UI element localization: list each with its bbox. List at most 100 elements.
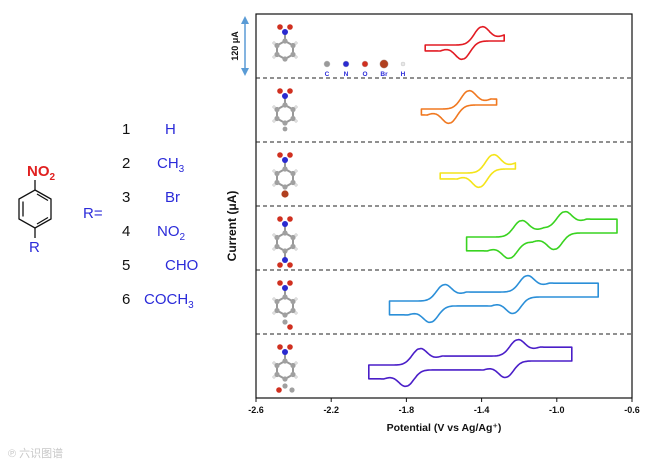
x-tick-label: -2.6 bbox=[248, 405, 264, 415]
x-tick-label: -1.8 bbox=[399, 405, 415, 415]
atom-c bbox=[282, 358, 288, 364]
atom-n bbox=[282, 157, 288, 163]
atom-c bbox=[282, 319, 288, 325]
y-axis-label: Current (μA) bbox=[225, 191, 239, 262]
atom-h bbox=[272, 41, 276, 45]
atom-c bbox=[290, 243, 296, 250]
substituent-number: 4 bbox=[122, 223, 131, 240]
atom-h bbox=[272, 169, 276, 173]
cv-curve-series-3 bbox=[439, 153, 517, 189]
atom-h bbox=[294, 311, 298, 315]
scale-bar-arrow-up-icon bbox=[241, 16, 249, 24]
atom-c bbox=[290, 371, 296, 378]
molecule-model-icon bbox=[272, 24, 298, 62]
atom-o bbox=[287, 280, 293, 286]
atom-n bbox=[282, 285, 288, 291]
atom-c bbox=[282, 56, 288, 62]
atom-h bbox=[272, 375, 276, 379]
substituent-number: 6 bbox=[122, 291, 131, 308]
atom-o bbox=[287, 24, 293, 30]
atom-h bbox=[294, 375, 298, 379]
atom-h bbox=[272, 361, 276, 365]
molecule-model-icon bbox=[272, 216, 298, 268]
watermark: ℗ 六识图谱 bbox=[8, 448, 64, 460]
cv-curve-series-6 bbox=[368, 338, 573, 388]
cv-curve-series-2 bbox=[420, 89, 498, 125]
atom-o bbox=[277, 262, 283, 268]
atom-c bbox=[290, 234, 296, 241]
r-equals-label: R= bbox=[83, 205, 103, 222]
atom-c bbox=[282, 294, 288, 300]
substituent-group: NO2 bbox=[157, 223, 186, 243]
atom-c bbox=[282, 312, 288, 318]
atom-c bbox=[274, 106, 280, 113]
substituent-group: Br bbox=[165, 189, 180, 206]
legend-atom-label: H bbox=[401, 71, 406, 78]
substituent-group: COCH3 bbox=[144, 291, 194, 311]
atom-h bbox=[294, 119, 298, 123]
atom-o bbox=[287, 152, 293, 158]
atom-h bbox=[294, 297, 298, 301]
atom-h bbox=[294, 169, 298, 173]
atom-c bbox=[274, 298, 280, 305]
x-axis-label: Potential (V vs Ag/Ag⁺) bbox=[387, 422, 502, 434]
substituent-number: 3 bbox=[122, 189, 131, 206]
atom-h bbox=[272, 119, 276, 123]
atom-br bbox=[281, 190, 289, 198]
atom-h bbox=[294, 361, 298, 365]
molecule-model-icon bbox=[272, 280, 298, 330]
atom-o bbox=[277, 280, 283, 286]
atom-o bbox=[276, 387, 282, 393]
substituent-group: H bbox=[165, 121, 176, 138]
atom-h bbox=[294, 233, 298, 237]
atom-c bbox=[274, 179, 280, 186]
atom-c bbox=[290, 106, 296, 113]
atom-h bbox=[294, 247, 298, 251]
substituent-group: CH3 bbox=[157, 155, 185, 175]
substituent-number: 2 bbox=[122, 155, 131, 172]
atom-o bbox=[277, 88, 283, 94]
atom-c bbox=[282, 184, 288, 190]
molecule-model-icon bbox=[272, 344, 298, 393]
x-tick-label: -1.4 bbox=[474, 405, 490, 415]
legend-atom-br-icon bbox=[379, 59, 389, 69]
atom-c bbox=[282, 38, 288, 44]
scale-bar-arrow-down-icon bbox=[241, 68, 249, 76]
scheme-panel: NO2 R R= 1 H 2 CH3 3 Br 4 NO2 5 CHO 6 COCH3 bbox=[0, 0, 230, 465]
atom-c bbox=[282, 230, 288, 236]
legend-atom-label: O bbox=[362, 71, 367, 78]
atom-c bbox=[290, 170, 296, 177]
atom-h bbox=[294, 183, 298, 187]
atom-c bbox=[282, 383, 288, 389]
atom-o bbox=[277, 344, 283, 350]
legend-atom-n-icon bbox=[342, 60, 350, 68]
atom-c bbox=[282, 126, 288, 132]
atom-h bbox=[272, 311, 276, 315]
atom-c bbox=[274, 170, 280, 177]
atom-o bbox=[287, 88, 293, 94]
atom-n bbox=[282, 93, 288, 99]
legend-atom-label: C bbox=[325, 71, 330, 78]
atom-h bbox=[272, 233, 276, 237]
atom-n bbox=[282, 29, 288, 35]
atom-o bbox=[287, 262, 293, 268]
atom-c bbox=[274, 243, 280, 250]
atom-h bbox=[272, 183, 276, 187]
nitro-group-label: NO2 bbox=[27, 163, 56, 183]
atom-c bbox=[290, 362, 296, 369]
legend-atom-c-icon bbox=[323, 60, 331, 68]
cv-curve-series-5 bbox=[388, 274, 599, 324]
atom-c bbox=[282, 120, 288, 126]
benzene-ring-icon bbox=[18, 180, 52, 238]
cv-curve-series-1 bbox=[424, 25, 505, 61]
atom-o bbox=[277, 152, 283, 158]
atom-h bbox=[294, 105, 298, 109]
atom-o bbox=[287, 324, 293, 330]
atom-c bbox=[290, 307, 296, 314]
cv-curve-series-4 bbox=[465, 210, 618, 260]
x-tick-label: -2.2 bbox=[323, 405, 339, 415]
atom-c bbox=[274, 42, 280, 49]
atom-c bbox=[290, 51, 296, 58]
x-tick-label: -1.0 bbox=[549, 405, 565, 415]
atom-o bbox=[277, 24, 283, 30]
